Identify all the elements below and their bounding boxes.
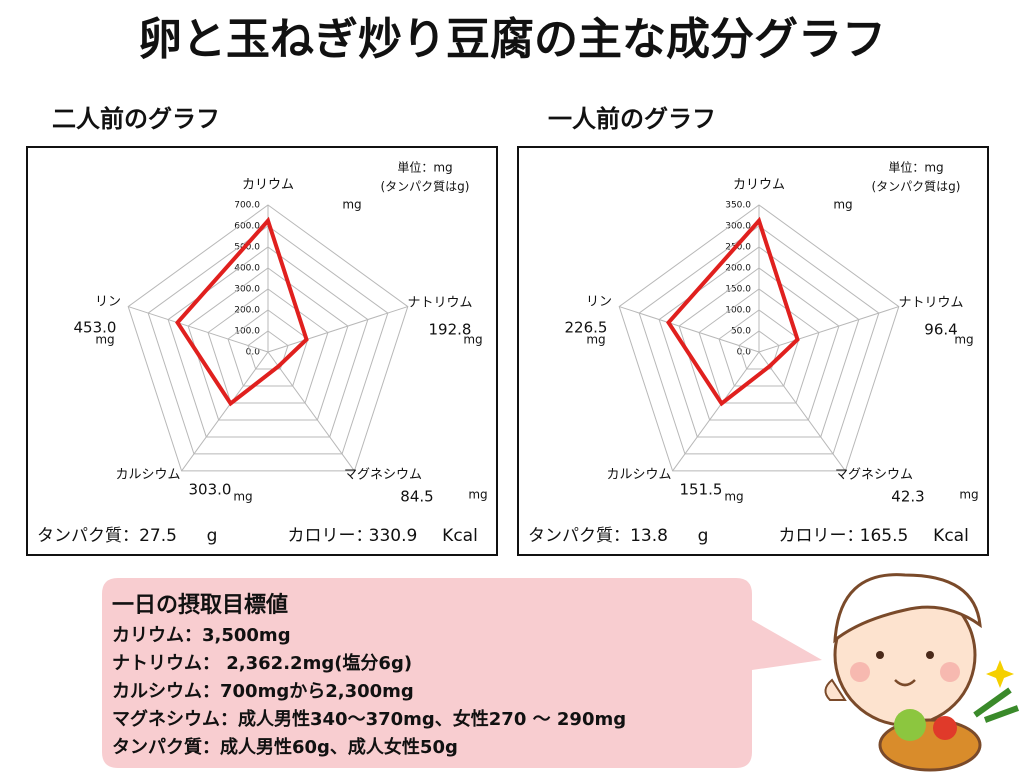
spoke — [672, 351, 760, 472]
target-line: カリウム：3,500mg — [112, 625, 291, 646]
spoke — [758, 306, 899, 353]
grid-ring — [227, 309, 309, 387]
calorie-value: 165.5 — [860, 526, 909, 546]
protein-unit: g — [698, 526, 709, 546]
category-label: カルシウム — [115, 468, 180, 483]
category-label: カリウム — [242, 178, 294, 193]
calorie-value: 330.9 — [369, 526, 418, 546]
protein-unit: g — [207, 526, 218, 546]
r-tick-label: 100.0 — [725, 306, 751, 316]
r-tick-label: 150.0 — [725, 285, 751, 295]
unit-label: mg — [463, 333, 482, 347]
grid-ring — [718, 309, 800, 387]
r-tick-label: 300.0 — [725, 222, 751, 232]
calorie-unit: Kcal — [933, 526, 969, 546]
value-label: 84.5 — [400, 488, 433, 506]
unit-note: (タンパク質はg) — [872, 179, 961, 194]
r-tick-label: 300.0 — [234, 285, 260, 295]
calorie-label: カロリー： — [288, 526, 373, 546]
category-label: リン — [95, 295, 121, 310]
data-line — [175, 216, 309, 407]
category-label: マグネシウム — [344, 468, 422, 483]
grid-ring — [147, 225, 389, 455]
grid-ring — [167, 246, 369, 438]
value-label: 453.0 — [74, 319, 117, 337]
target-line: マグネシウム：成人男性340～370mg、女性270 ～ 290mg — [112, 708, 626, 730]
page-title: 卵と玉ねぎ炒り豆腐の主な成分グラフ — [138, 14, 886, 65]
r-tick-label: 100.0 — [234, 327, 260, 337]
unit-label: mg — [586, 333, 605, 347]
unit-label: mg — [724, 490, 743, 504]
target-line: カルシウム：700mgから2,300mg — [112, 681, 414, 702]
r-tick-label: 250.0 — [725, 243, 751, 253]
grid-ring — [658, 246, 860, 438]
category-label: リン — [586, 295, 612, 310]
unit-label: mg — [833, 198, 852, 212]
value-label: 151.5 — [680, 481, 723, 499]
spoke — [619, 306, 760, 353]
spoke — [267, 351, 355, 472]
r-tick-label: 600.0 — [234, 222, 260, 232]
spoke — [128, 306, 269, 353]
grid-ring — [618, 204, 900, 472]
calorie-label: カロリー： — [779, 526, 864, 546]
category-label: ナトリウム — [407, 296, 472, 311]
target-line: ナトリウム： 2,362.2mg(塩分6g) — [112, 652, 412, 674]
chart-frame — [26, 146, 498, 556]
unit-note: (タンパク質はg) — [381, 179, 470, 194]
unit-note: 単位：mg — [888, 160, 943, 175]
r-tick-label: 200.0 — [234, 306, 260, 316]
data-line — [666, 216, 800, 407]
r-tick-label: 0.0 — [737, 348, 752, 358]
r-tick-label: 700.0 — [234, 201, 260, 211]
grid-ring — [698, 288, 820, 404]
target-line: タンパク質：成人男性60g、成人女性50g — [112, 736, 458, 758]
r-tick-label: 50.0 — [731, 327, 751, 337]
category-label: カルシウム — [606, 468, 671, 483]
value-label: 226.5 — [565, 319, 608, 337]
chart-title: 二人前のグラフ — [52, 105, 220, 133]
grid-ring — [207, 288, 329, 404]
protein-label: タンパク質： — [37, 526, 139, 546]
unit-label: mg — [342, 198, 361, 212]
grid-ring — [638, 225, 880, 455]
chart-frame — [517, 146, 989, 556]
grid-ring — [678, 267, 840, 421]
r-tick-label: 0.0 — [246, 348, 261, 358]
value-label: 42.3 — [891, 488, 924, 506]
info-bubble — [102, 578, 822, 768]
unit-label: mg — [95, 333, 114, 347]
unit-label: mg — [954, 333, 973, 347]
value-label: 96.4 — [924, 321, 957, 339]
spoke — [181, 351, 269, 472]
grid-ring — [127, 204, 409, 472]
unit-label: mg — [959, 488, 978, 502]
character — [824, 573, 1020, 772]
protein-value: 27.5 — [139, 526, 177, 546]
spoke — [758, 351, 846, 472]
chart-title: 一人前のグラフ — [548, 105, 716, 133]
calorie-unit: Kcal — [442, 526, 478, 546]
unit-label: mg — [233, 490, 252, 504]
grid-ring — [187, 267, 349, 421]
protein-label: タンパク質： — [528, 526, 630, 546]
r-tick-label: 500.0 — [234, 243, 260, 253]
category-label: カリウム — [733, 178, 785, 193]
grid-ring — [738, 330, 780, 370]
grid-ring — [247, 330, 289, 370]
value-label: 192.8 — [429, 321, 472, 339]
unit-note: 単位：mg — [397, 160, 452, 175]
spoke — [267, 306, 408, 353]
category-label: マグネシウム — [835, 468, 913, 483]
category-label: ナトリウム — [898, 296, 963, 311]
r-tick-label: 400.0 — [234, 264, 260, 274]
r-tick-label: 350.0 — [725, 201, 751, 211]
unit-label: mg — [468, 488, 487, 502]
value-label: 303.0 — [189, 481, 232, 499]
protein-value: 13.8 — [630, 526, 668, 546]
r-tick-label: 200.0 — [725, 264, 751, 274]
target-title: 一日の摂取目標値 — [112, 592, 288, 618]
